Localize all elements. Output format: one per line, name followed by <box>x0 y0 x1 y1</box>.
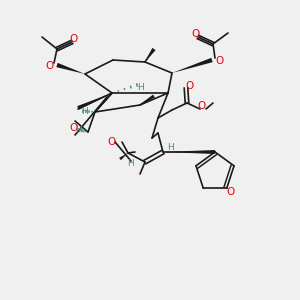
Text: O: O <box>198 101 206 111</box>
Polygon shape <box>172 58 213 73</box>
Text: H: H <box>167 143 173 152</box>
Polygon shape <box>140 94 155 105</box>
Polygon shape <box>56 63 85 74</box>
Text: O: O <box>70 123 78 133</box>
Text: H: H <box>136 82 143 91</box>
Polygon shape <box>163 150 215 154</box>
Text: O: O <box>226 187 235 197</box>
Text: H: H <box>128 158 134 167</box>
Polygon shape <box>145 48 156 62</box>
Text: O: O <box>191 29 199 39</box>
Text: O: O <box>45 61 53 71</box>
Polygon shape <box>77 93 112 110</box>
Text: O: O <box>185 81 193 91</box>
Text: O: O <box>70 34 78 44</box>
Text: O: O <box>108 137 116 147</box>
Polygon shape <box>119 153 128 160</box>
Text: H: H <box>82 106 88 116</box>
Text: O: O <box>216 56 224 66</box>
Text: H: H <box>76 125 82 134</box>
